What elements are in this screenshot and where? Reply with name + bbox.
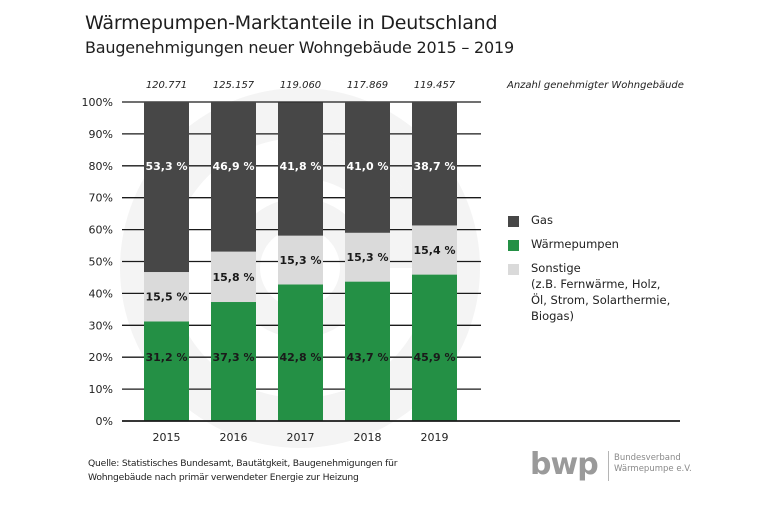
logo-line-1: Bundesverband bbox=[614, 453, 681, 463]
y-tick-label: 70% bbox=[89, 192, 113, 205]
bar-gas-2019 bbox=[412, 102, 457, 226]
legend-label: (z.B. Fernwärme, Holz, bbox=[531, 277, 661, 291]
bwp-logo: bwp Bundesverband Wärmepumpe e.V. bbox=[530, 448, 730, 484]
data-label: 15,4 % bbox=[414, 244, 456, 257]
source-line-1: Quelle: Statistisches Bundesamt, Bautätg… bbox=[88, 458, 398, 469]
bar-sonstige-2017 bbox=[278, 235, 323, 285]
y-tick-label: 20% bbox=[89, 351, 113, 364]
data-label: 43,7 % bbox=[347, 351, 389, 364]
logo-mark: bwp bbox=[530, 447, 599, 482]
y-tick-label: 60% bbox=[89, 224, 113, 237]
bar-sonstige-2016 bbox=[211, 251, 256, 303]
data-label: 15,8 % bbox=[213, 271, 255, 284]
y-tick-label: 0% bbox=[96, 415, 113, 428]
total-label: 119.457 bbox=[414, 80, 456, 91]
bar-gas-2016 bbox=[211, 102, 256, 252]
legend-label: Wärmepumpen bbox=[531, 237, 619, 251]
x-tick-label: 2017 bbox=[287, 431, 315, 444]
data-label: 42,8 % bbox=[280, 351, 322, 364]
bar-wärmepumpen-2017 bbox=[278, 284, 323, 421]
data-label: 37,3 % bbox=[213, 351, 255, 364]
chart-subtitle: Baugenehmigungen neuer Wohngebäude 2015 … bbox=[85, 38, 514, 57]
legend-swatch bbox=[508, 264, 519, 275]
bar-sonstige-2019 bbox=[412, 225, 457, 275]
bar-wärmepumpen-2018 bbox=[345, 281, 390, 421]
legend-label: Öl, Strom, Solarthermie, bbox=[531, 293, 671, 307]
data-label: 15,3 % bbox=[280, 254, 322, 267]
logo-line-2: Wärmepumpe e.V. bbox=[614, 464, 692, 474]
bar-gas-2017 bbox=[278, 102, 323, 236]
legend-swatch bbox=[508, 216, 519, 227]
legend-label: Gas bbox=[531, 213, 553, 227]
chart-title: Wärmepumpen-Marktanteile in Deutschland bbox=[85, 12, 498, 34]
total-label: 117.869 bbox=[347, 80, 388, 91]
bar-sonstige-2015 bbox=[144, 272, 189, 322]
data-label: 15,5 % bbox=[146, 291, 188, 304]
y-tick-label: 100% bbox=[82, 96, 113, 109]
total-label: 119.060 bbox=[280, 80, 321, 91]
data-label: 38,7 % bbox=[414, 160, 456, 173]
logo-text: Bundesverband Wärmepumpe e.V. bbox=[614, 453, 692, 475]
y-tick-label: 40% bbox=[89, 287, 113, 300]
x-tick-label: 2019 bbox=[421, 431, 449, 444]
data-label: 31,2 % bbox=[146, 351, 188, 364]
logo-divider bbox=[608, 451, 609, 481]
bar-gas-2015 bbox=[144, 102, 189, 273]
total-label: 120.771 bbox=[146, 80, 187, 91]
y-tick-label: 10% bbox=[89, 383, 113, 396]
y-tick-label: 90% bbox=[89, 128, 113, 141]
bar-wärmepumpen-2016 bbox=[211, 302, 256, 421]
x-tick-label: 2016 bbox=[220, 431, 248, 444]
bar-gas-2018 bbox=[345, 102, 390, 233]
axis: 0% 10% 20% 30% 40% 50% 60% 70% 80% 90% 100% 2015 201… bbox=[82, 96, 680, 444]
y-tick-label: 80% bbox=[89, 160, 113, 173]
x-tick-label: 2018 bbox=[354, 431, 382, 444]
data-label: 53,3 % bbox=[146, 160, 188, 173]
bar-wärmepumpen-2015 bbox=[144, 321, 189, 421]
y-tick-label: 30% bbox=[89, 319, 113, 332]
data-label: 46,9 % bbox=[213, 160, 255, 173]
legend-label: Sonstige bbox=[531, 261, 581, 275]
data-label: 41,8 % bbox=[280, 160, 322, 173]
legend-item-wärmepumpen: Wärmepumpen bbox=[508, 236, 670, 252]
y-tick-label: 50% bbox=[89, 256, 113, 269]
data-label: 45,9 % bbox=[414, 351, 456, 364]
source-note: Quelle: Statistisches Bundesamt, Bautätg… bbox=[88, 457, 398, 485]
bar-wärmepumpen-2019 bbox=[412, 274, 457, 421]
legend-item-gas: Gas bbox=[508, 212, 670, 228]
legend-swatch bbox=[508, 240, 519, 251]
total-label: 125.157 bbox=[213, 80, 255, 91]
data-label: 41,0 % bbox=[347, 160, 389, 173]
legend: Gas Wärmepumpen Sonstige (z.B. Fernwärme, H… bbox=[508, 212, 670, 332]
legend-item-sonstige: Sonstige (z.B. Fernwärme, Holz, Öl, Strom,… bbox=[508, 260, 670, 324]
bar-sonstige-2018 bbox=[345, 232, 390, 282]
totals-caption: Anzahl genehmigter Wohngebäude bbox=[506, 80, 684, 91]
bar-labels: 31,2 % 15,5 % 53,3 % 120.771 37,3 % 15,8 % 46,… bbox=[146, 80, 684, 364]
x-tick-label: 2015 bbox=[153, 431, 181, 444]
data-label: 15,3 % bbox=[347, 251, 389, 264]
legend-label: Biogas) bbox=[531, 309, 574, 323]
source-line-2: Wohngebäude nach primär verwendeter Ener… bbox=[88, 472, 359, 483]
bars bbox=[144, 102, 457, 421]
